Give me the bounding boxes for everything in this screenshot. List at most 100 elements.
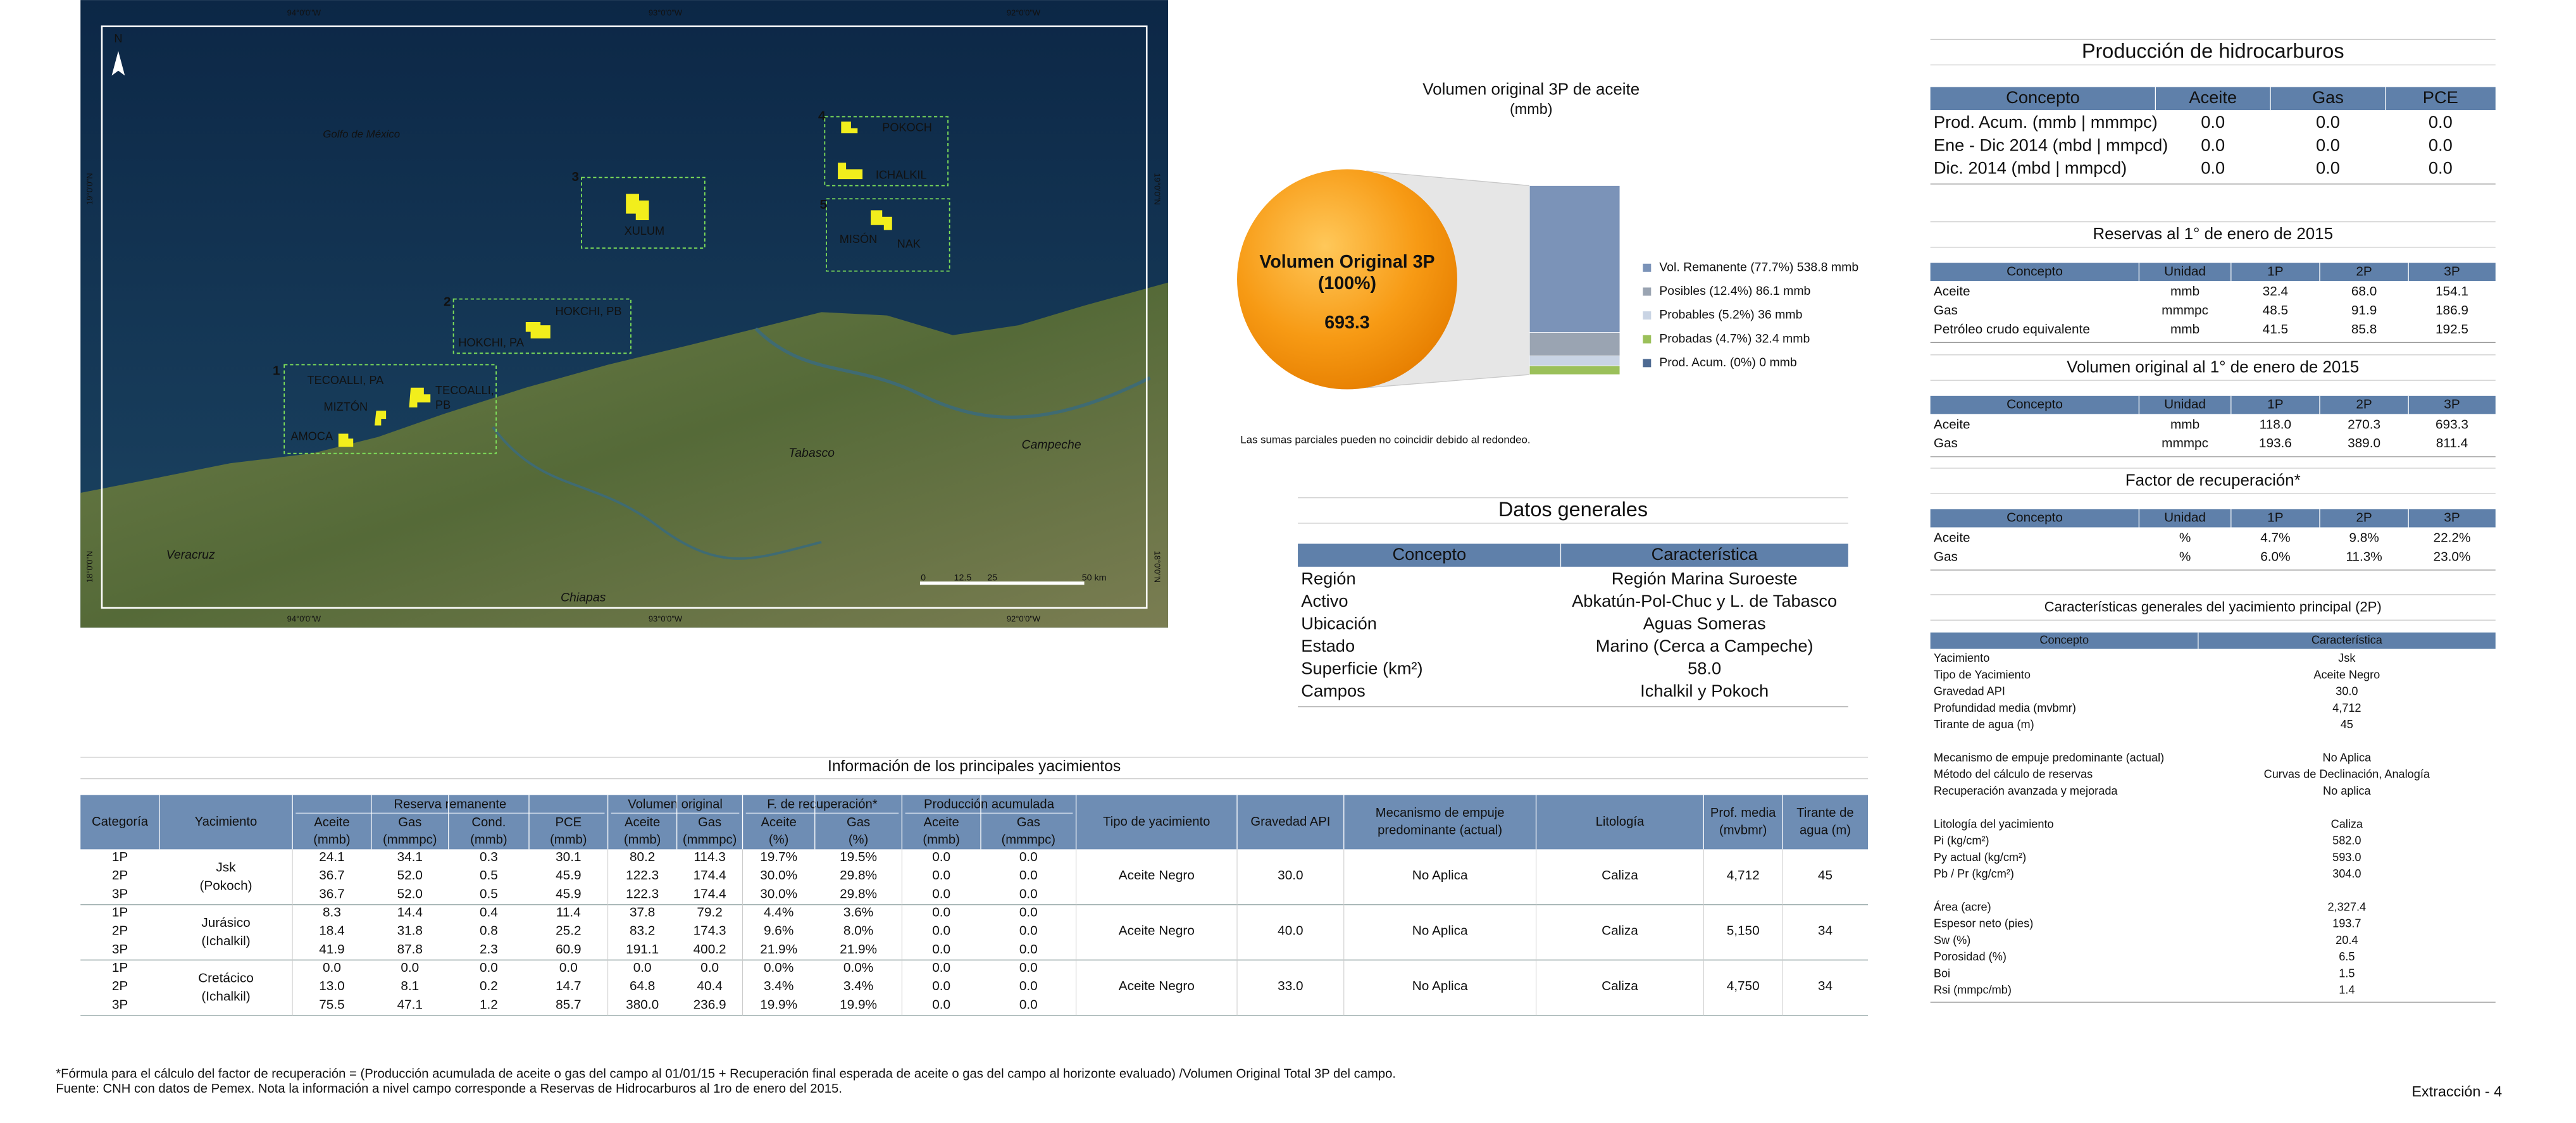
field-shape bbox=[374, 411, 387, 426]
table-cell: 4,750 bbox=[1727, 979, 1760, 993]
table-cell: Espesor neto (pies) bbox=[1934, 917, 2033, 930]
table-cell: 8.0% bbox=[843, 924, 873, 938]
table-cell: 9.6% bbox=[764, 924, 793, 938]
table-cell: 21.9% bbox=[760, 942, 797, 957]
column-header: (mmb) bbox=[923, 833, 960, 847]
table-cell: 4,712 bbox=[2332, 702, 2361, 714]
table-cell: 0.2 bbox=[480, 979, 498, 993]
table-cell: Porosidad (%) bbox=[1934, 950, 2007, 963]
column-header: Aceite bbox=[625, 816, 660, 829]
legend-label: Probadas (4.7%) 32.4 mmb bbox=[1659, 332, 1810, 345]
table-cell: 85.8 bbox=[2351, 322, 2377, 337]
table-cell: 2P bbox=[112, 868, 128, 883]
table-cell: Aceite bbox=[1934, 284, 1970, 299]
table-cell: 79.2 bbox=[697, 905, 722, 919]
field-shape bbox=[838, 163, 863, 180]
circle-share: (100%) bbox=[1318, 273, 1376, 294]
table-cell: Caliza bbox=[1602, 924, 1638, 938]
table-cell: 174.4 bbox=[694, 868, 726, 883]
table-cell: Aceite bbox=[1934, 531, 1970, 545]
table-cell: 0.0 bbox=[700, 960, 719, 975]
table-cell: 21.9% bbox=[840, 942, 877, 957]
reservoir-name: (Pokoch) bbox=[199, 878, 252, 893]
field-shapes bbox=[338, 121, 892, 447]
table-cell: 68.0 bbox=[2351, 284, 2377, 299]
column-header: Concepto bbox=[1392, 544, 1466, 564]
table-cell: 174.3 bbox=[694, 924, 726, 938]
column-header: Litología bbox=[1596, 815, 1645, 829]
table-cell: 6.0% bbox=[2260, 549, 2290, 564]
table-cell: Sw (%) bbox=[1934, 934, 1971, 946]
table-title: Datos generales bbox=[1498, 498, 1648, 521]
longitude-label: 94°0'0"W bbox=[287, 614, 321, 623]
table-cell: 3P bbox=[112, 942, 128, 957]
column-header: 1P bbox=[2267, 264, 2283, 278]
table-cell: Gravedad API bbox=[1934, 685, 2005, 698]
table-cell: 36.7 bbox=[319, 868, 344, 883]
table-cell: 3.4% bbox=[843, 979, 873, 993]
table-cell: 193.7 bbox=[2332, 917, 2361, 930]
table-cell: Ichalkil y Pokoch bbox=[1640, 681, 1769, 700]
chart-title: Volumen original 3P de aceite bbox=[1422, 80, 1640, 99]
table-cell: 24.1 bbox=[319, 850, 344, 864]
table-cell: 11.3% bbox=[2346, 549, 2382, 564]
column-header: Unidad bbox=[2164, 264, 2206, 278]
table-cell: No Aplica bbox=[2322, 751, 2372, 764]
table-cell: 40.4 bbox=[697, 979, 722, 993]
field-label: XULUM bbox=[625, 225, 665, 237]
table-cell: Caliza bbox=[1602, 868, 1638, 883]
table-cell: 0.0 bbox=[932, 850, 950, 864]
table-cell: 60.9 bbox=[556, 942, 581, 957]
column-header: Concepto bbox=[2006, 87, 2080, 107]
table-cell: 45 bbox=[1818, 868, 1832, 883]
column-header: Aceite bbox=[761, 816, 797, 829]
table-header bbox=[1930, 87, 2496, 111]
table-cell: 0.0 bbox=[559, 960, 578, 975]
table-cell: 41.5 bbox=[2263, 322, 2288, 337]
legend-label: Posibles (12.4%) 86.1 mmb bbox=[1659, 284, 1810, 298]
legend-label: Probables (5.2%) 36 mmb bbox=[1659, 308, 1802, 322]
table-cell: 0.8 bbox=[480, 924, 498, 938]
field-label: MIZTÓN bbox=[323, 400, 368, 413]
table-cell: 380.0 bbox=[626, 998, 659, 1012]
reservoir-name: Cretácico bbox=[198, 971, 254, 986]
table-cell: 0.0 bbox=[932, 960, 950, 975]
table-cell: 389.0 bbox=[2348, 436, 2380, 450]
table-cell: 80.2 bbox=[630, 850, 655, 864]
column-header: Yacimiento bbox=[195, 815, 258, 829]
table-cell: mmmpc bbox=[2162, 436, 2208, 450]
table-title: Volumen original al 1° de enero de 2015 bbox=[2067, 357, 2359, 376]
table-cell: 45 bbox=[2341, 718, 2353, 731]
area-number: 2 bbox=[444, 294, 451, 309]
scale-label: 50 km bbox=[1082, 573, 1107, 583]
table-cell: 52.0 bbox=[397, 868, 423, 883]
stack-segment bbox=[1529, 185, 1621, 333]
reservoir-name: Jurásico bbox=[201, 915, 250, 930]
table-cell: Aceite Negro bbox=[1119, 979, 1195, 993]
table-cell: 19.7% bbox=[760, 850, 797, 864]
table-cell: Activo bbox=[1301, 591, 1348, 611]
table-cell: Región Marina Suroeste bbox=[1612, 568, 1798, 588]
table-cell: 14.7 bbox=[556, 979, 581, 993]
table-title: Reservas al 1° de enero de 2015 bbox=[2093, 224, 2333, 243]
column-header: Concepto bbox=[2007, 511, 2063, 525]
column-header: 3P bbox=[2444, 264, 2460, 278]
scale-label: 0 bbox=[921, 573, 926, 583]
table-cell: 122.3 bbox=[626, 868, 659, 883]
column-header: Gas bbox=[2312, 87, 2344, 107]
table-cell: 18.4 bbox=[319, 924, 344, 938]
latitude-label: 18°0'0"N bbox=[1152, 551, 1162, 583]
table-cell: Boi bbox=[1934, 967, 1950, 979]
column-header: Concepto bbox=[2039, 633, 2089, 646]
table-cell: Pi (kg/cm²) bbox=[1934, 834, 1989, 847]
area-number: 3 bbox=[572, 170, 580, 184]
table-cell: 83.2 bbox=[630, 924, 655, 938]
column-header: Característica bbox=[1652, 544, 1758, 564]
table-cell: 30.0 bbox=[1278, 868, 1303, 883]
table-cell: 5,150 bbox=[1727, 924, 1760, 938]
column-header: Gas bbox=[398, 816, 421, 829]
table-cell: 186.9 bbox=[2436, 303, 2468, 318]
table-cell: Gas bbox=[1934, 303, 1958, 318]
table-cell: 2,327.4 bbox=[2328, 900, 2367, 913]
